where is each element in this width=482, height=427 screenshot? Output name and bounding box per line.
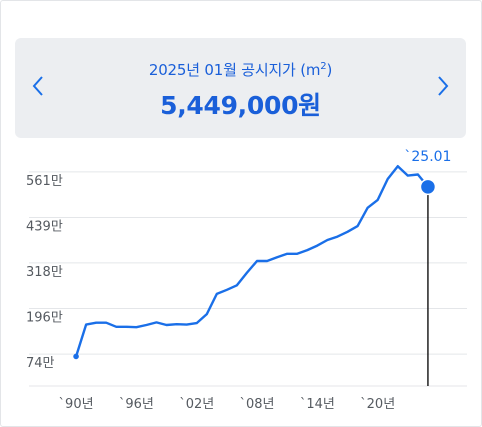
highlight-point[interactable]: [419, 178, 437, 196]
chevron-left-icon: [32, 76, 43, 96]
highlight-layer: `25.01: [404, 149, 451, 386]
y-tick-label: 74만: [26, 356, 55, 371]
series-layer: [74, 164, 430, 358]
highlight-label: `25.01: [404, 149, 451, 165]
x-axis-ticks: `90년 `96년 `02년 `08년 `14년 `20년: [59, 397, 396, 412]
y-tick-label: 561만: [26, 174, 63, 189]
grid-layer: [29, 171, 467, 387]
price-header: 2025년 01월 공시지가 (m2) 5,449,000원: [15, 38, 466, 138]
price-date-label: 2025년 01월 공시지가 (m2): [15, 59, 466, 80]
x-tick-label: `14년: [300, 397, 335, 412]
y-tick-label: 318만: [26, 265, 63, 280]
chevron-right-icon: [438, 76, 449, 96]
price-value: 5,449,000원: [160, 91, 321, 120]
subtitle-superscript: 2: [320, 61, 327, 72]
prev-button[interactable]: [26, 72, 50, 100]
subtitle-close: ): [326, 61, 333, 79]
point-layer: [73, 178, 437, 360]
x-tick-label: `90년: [59, 397, 94, 412]
y-tick-label: 439만: [26, 220, 63, 235]
x-tick-label: `20년: [360, 397, 395, 412]
price-series-line: [74, 164, 430, 358]
y-axis-ticks: 561만 439만 318만 196만 74만: [26, 174, 63, 371]
series-start-point: [73, 353, 79, 360]
next-button[interactable]: [431, 72, 455, 100]
x-tick-label: `96년: [119, 397, 154, 412]
subtitle-text: 2025년 01월 공시지가 (m: [148, 61, 321, 79]
x-tick-label: `08년: [240, 397, 275, 412]
x-tick-label: `02년: [179, 397, 214, 412]
y-tick-label: 196만: [26, 310, 63, 325]
